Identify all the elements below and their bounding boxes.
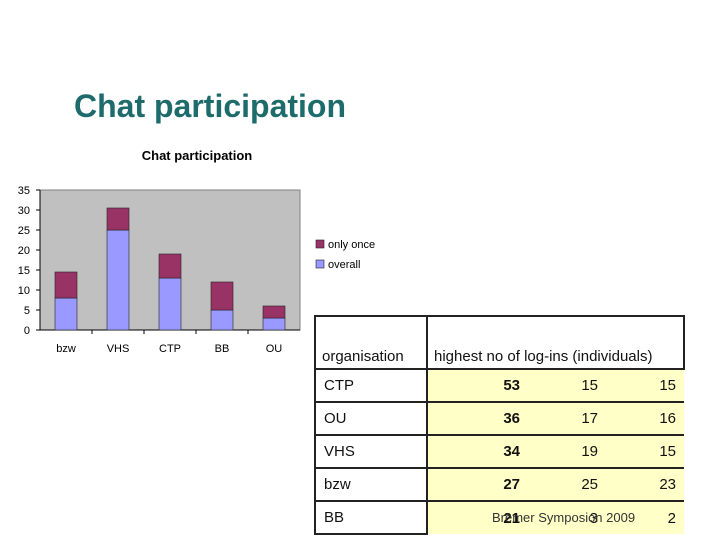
bar-OU-overall bbox=[262, 317, 286, 331]
bar-CTP-only-once bbox=[158, 253, 182, 279]
legend-label: overall bbox=[328, 259, 360, 271]
x-tick-label: CTP bbox=[159, 343, 181, 355]
table-cell-values: 27 25 23 bbox=[427, 467, 684, 501]
table-row: VHS 34 19 15 bbox=[314, 434, 684, 469]
table-value-v2: 17 bbox=[581, 410, 598, 427]
table-value-v3: 2 bbox=[667, 509, 676, 527]
bar-BB-overall bbox=[210, 309, 234, 331]
table-value-v3: 15 bbox=[659, 377, 676, 394]
y-tick-label: 10 bbox=[18, 285, 30, 297]
table-cell-organisation: OU bbox=[314, 401, 428, 436]
table-cell-values: 21 3 2 bbox=[427, 500, 684, 534]
table-value-v2: 15 bbox=[581, 377, 598, 394]
y-tick-label: 20 bbox=[18, 245, 30, 257]
bars bbox=[54, 207, 286, 334]
y-tick-label: 15 bbox=[18, 265, 30, 277]
table-value-v3: 15 bbox=[659, 443, 676, 460]
login-table: organisation highest no of log-ins (indi… bbox=[314, 315, 685, 535]
table-cell-values: 34 19 15 bbox=[427, 434, 684, 468]
chart-title: Chat participation bbox=[142, 148, 253, 163]
y-tick-label: 30 bbox=[18, 205, 30, 217]
x-tick-label: VHS bbox=[107, 343, 130, 355]
table-value-v1: 53 bbox=[503, 377, 520, 394]
y-tick-label: 25 bbox=[18, 225, 30, 237]
legend-swatch bbox=[315, 239, 325, 249]
bar-OU-only-once bbox=[262, 305, 286, 319]
y-tick-label: 0 bbox=[24, 325, 30, 337]
legend-swatch bbox=[315, 259, 325, 269]
table-cell-values: 53 15 15 bbox=[427, 368, 684, 402]
table-row: BB 21 3 2 bbox=[314, 500, 684, 535]
table-row: bzw 27 25 23 bbox=[314, 467, 684, 502]
x-tick-label: OU bbox=[266, 343, 283, 355]
table-cell-organisation: CTP bbox=[314, 368, 428, 403]
slide-title: Chat participation bbox=[74, 88, 347, 124]
table-value-v3: 16 bbox=[659, 410, 676, 427]
table-cell-organisation: VHS bbox=[314, 434, 428, 469]
footer-text: Bremer Symposion 2009 bbox=[492, 510, 636, 525]
legend: only once overall bbox=[315, 239, 375, 271]
table-cell-organisation: bzw bbox=[314, 467, 428, 502]
table-row: OU 36 17 16 bbox=[314, 401, 684, 436]
table-value-v1: 34 bbox=[503, 443, 520, 460]
bar-bzw-only-once bbox=[54, 271, 78, 299]
table-header-logins: highest no of log-ins (individuals) bbox=[426, 315, 685, 370]
y-tick-label: 35 bbox=[18, 185, 30, 197]
bar-VHS-overall bbox=[106, 229, 130, 331]
table-header-row: organisation highest no of log-ins (indi… bbox=[314, 315, 685, 370]
table-value-v2: 19 bbox=[581, 443, 598, 460]
legend-label: only once bbox=[328, 239, 375, 251]
table-cell-organisation: BB bbox=[314, 500, 428, 535]
x-axis-labels: bzw VHS CTP BB OU bbox=[56, 343, 282, 355]
y-tick-label: 5 bbox=[24, 305, 30, 317]
table-value-v2: 25 bbox=[581, 476, 598, 493]
table-row: CTP 53 15 15 bbox=[314, 368, 684, 403]
table-header-organisation: organisation bbox=[314, 315, 428, 370]
table-value-v1: 36 bbox=[503, 410, 520, 427]
table-value-v1: 21 bbox=[503, 509, 520, 527]
stacked-bar-chart: Chat participation 0 5 10 15 20 25 30 35 bzw VHS… bbox=[18, 148, 375, 355]
bar-VHS-only-once bbox=[106, 207, 130, 231]
table-value-v1: 27 bbox=[503, 476, 520, 493]
x-tick-label: bzw bbox=[56, 343, 76, 355]
bar-bzw-overall bbox=[54, 297, 78, 331]
x-tick-label: BB bbox=[215, 343, 230, 355]
bar-BB-only-once bbox=[210, 281, 234, 311]
table-value-v3: 23 bbox=[659, 476, 676, 493]
table-value-v2: 3 bbox=[589, 509, 598, 527]
bar-CTP-overall bbox=[158, 277, 182, 331]
table-cell-values: 36 17 16 bbox=[427, 401, 684, 435]
y-axis-ticks: 0 5 10 15 20 25 30 35 bbox=[18, 185, 40, 337]
